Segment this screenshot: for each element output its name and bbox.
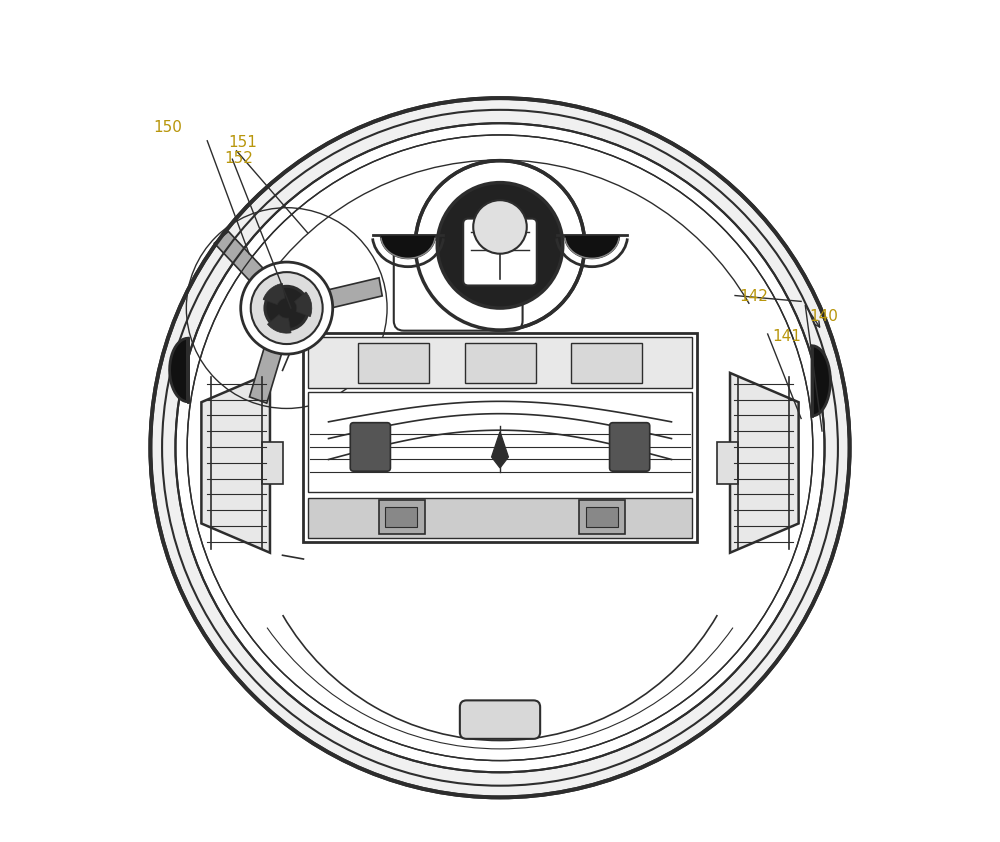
Text: 142: 142 [739,289,768,304]
Bar [385,507,417,527]
Bar [465,344,536,383]
Circle shape [187,135,813,760]
Bar [571,344,642,383]
Bar [579,500,625,534]
Wedge shape [294,292,312,317]
Polygon shape [302,278,382,314]
FancyBboxPatch shape [610,423,650,472]
Polygon shape [249,321,290,403]
Polygon shape [564,235,620,258]
FancyBboxPatch shape [350,423,390,472]
Bar [262,442,283,484]
Bar [358,344,429,383]
Polygon shape [492,432,508,468]
Bar [379,500,425,534]
Polygon shape [730,373,799,552]
Polygon shape [201,373,270,552]
Circle shape [437,183,563,308]
Circle shape [175,123,825,772]
Circle shape [241,262,333,354]
Wedge shape [267,315,291,333]
Bar [303,333,697,542]
Text: 140: 140 [809,309,838,323]
Bar [717,442,738,484]
Circle shape [473,200,527,253]
Text: 141: 141 [772,328,801,344]
FancyBboxPatch shape [460,701,540,738]
Bar [308,392,692,492]
Circle shape [150,99,850,797]
Polygon shape [214,232,283,301]
Text: 151: 151 [228,135,257,150]
Wedge shape [263,284,285,305]
Polygon shape [170,338,188,402]
Circle shape [265,286,308,330]
Circle shape [415,161,585,330]
Text: 150: 150 [153,120,182,136]
Bar [308,498,692,538]
Polygon shape [380,235,436,258]
Bar [586,507,618,527]
FancyBboxPatch shape [394,239,523,331]
Bar [308,338,692,387]
Polygon shape [812,346,830,416]
Circle shape [251,272,323,344]
Text: 152: 152 [224,152,253,167]
FancyBboxPatch shape [463,219,537,285]
